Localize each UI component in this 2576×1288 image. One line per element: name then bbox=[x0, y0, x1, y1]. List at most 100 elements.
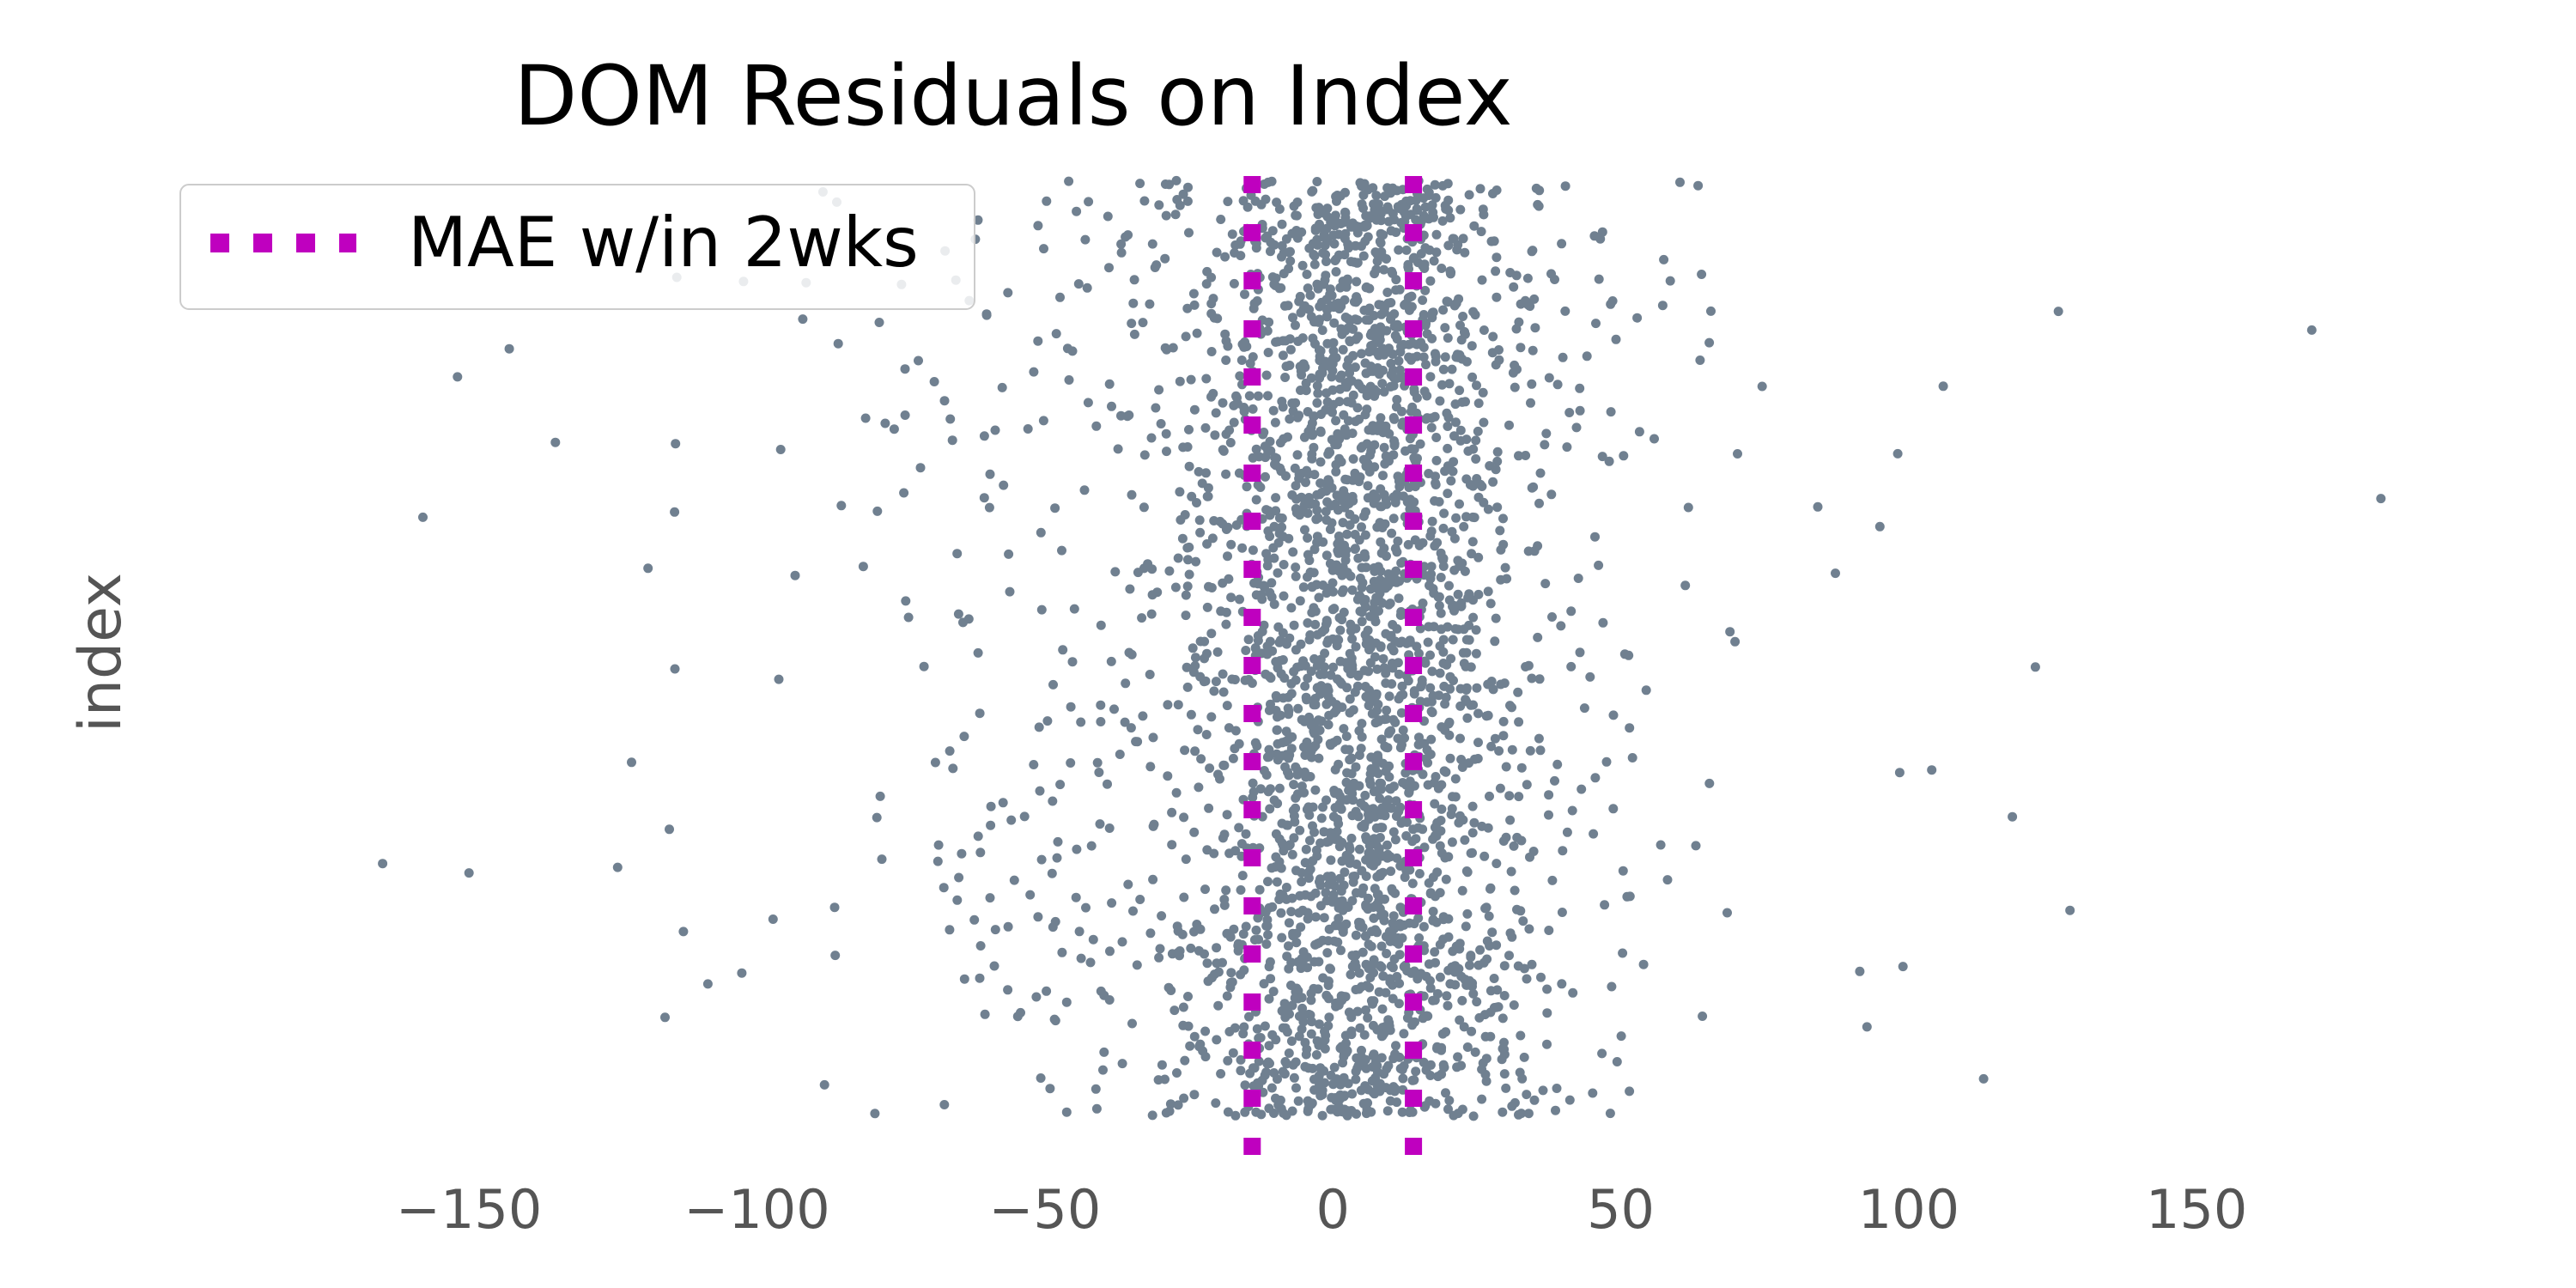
data-point bbox=[1104, 379, 1115, 389]
data-point bbox=[999, 480, 1009, 490]
data-point bbox=[1184, 228, 1194, 238]
data-point bbox=[1301, 844, 1311, 854]
data-point bbox=[1358, 441, 1368, 452]
data-point bbox=[1206, 299, 1217, 309]
data-point bbox=[1376, 778, 1387, 788]
data-point bbox=[1461, 685, 1472, 695]
data-point bbox=[1309, 442, 1319, 453]
data-point bbox=[1167, 807, 1177, 817]
data-point bbox=[1236, 969, 1246, 980]
data-point bbox=[1278, 1066, 1288, 1077]
data-point bbox=[1485, 598, 1496, 609]
data-point bbox=[1304, 712, 1314, 722]
data-point bbox=[1459, 521, 1469, 532]
data-point bbox=[1348, 795, 1358, 805]
data-point bbox=[1378, 653, 1388, 664]
data-point bbox=[1280, 1057, 1291, 1066]
data-point bbox=[1461, 397, 1470, 407]
data-point bbox=[1038, 416, 1048, 426]
data-point bbox=[1330, 803, 1340, 813]
data-point bbox=[1074, 927, 1084, 937]
data-point bbox=[1492, 940, 1502, 951]
data-point bbox=[1410, 482, 1420, 492]
data-point bbox=[1514, 717, 1524, 727]
data-point bbox=[1269, 1109, 1279, 1118]
data-point bbox=[1321, 311, 1332, 321]
data-point bbox=[1259, 428, 1269, 437]
data-point bbox=[1306, 422, 1316, 433]
data-point bbox=[1427, 333, 1437, 343]
data-point bbox=[1492, 859, 1502, 869]
data-point bbox=[1492, 252, 1502, 263]
data-point bbox=[1270, 417, 1280, 428]
data-point bbox=[1473, 708, 1483, 719]
data-point bbox=[1479, 325, 1489, 335]
data-point bbox=[2306, 325, 2317, 335]
data-point bbox=[1381, 766, 1391, 776]
data-point bbox=[1310, 888, 1321, 898]
data-point bbox=[1505, 268, 1516, 277]
data-point bbox=[643, 563, 653, 574]
data-point bbox=[1233, 939, 1243, 949]
data-point bbox=[1243, 635, 1254, 645]
data-point bbox=[975, 973, 985, 983]
data-point bbox=[1328, 662, 1339, 672]
data-point bbox=[1256, 590, 1267, 600]
data-point bbox=[1331, 267, 1341, 276]
data-point bbox=[1364, 1084, 1373, 1095]
data-point bbox=[1029, 760, 1039, 769]
data-point bbox=[678, 927, 689, 937]
data-point bbox=[1302, 270, 1312, 279]
data-point bbox=[1388, 993, 1398, 1004]
data-point bbox=[1300, 525, 1309, 535]
data-point bbox=[1227, 229, 1237, 240]
data-point bbox=[1240, 1080, 1250, 1091]
data-point bbox=[1348, 390, 1358, 400]
data-point bbox=[1189, 300, 1200, 310]
data-point bbox=[1449, 600, 1459, 611]
data-point bbox=[1330, 764, 1340, 775]
data-point bbox=[1224, 848, 1235, 859]
data-point bbox=[1269, 1068, 1279, 1078]
data-point bbox=[1213, 967, 1224, 977]
data-point bbox=[1401, 245, 1412, 255]
data-point bbox=[1235, 239, 1245, 249]
data-point bbox=[1427, 666, 1437, 677]
data-point bbox=[1474, 1012, 1485, 1023]
data-point bbox=[1417, 675, 1427, 685]
data-point bbox=[1371, 191, 1382, 201]
data-point bbox=[1203, 483, 1213, 493]
data-point bbox=[1383, 581, 1393, 591]
data-point bbox=[1225, 438, 1236, 447]
data-point bbox=[1516, 762, 1527, 773]
data-point bbox=[1055, 780, 1066, 790]
data-point bbox=[1477, 1064, 1487, 1074]
data-point bbox=[1392, 1097, 1402, 1108]
data-point bbox=[1462, 1042, 1473, 1052]
data-point bbox=[1430, 995, 1440, 1005]
data-point bbox=[1457, 995, 1467, 1005]
data-point bbox=[1200, 1052, 1211, 1062]
data-point bbox=[1445, 753, 1455, 763]
data-point bbox=[1003, 288, 1013, 298]
data-point bbox=[1473, 738, 1483, 748]
data-point bbox=[1575, 647, 1585, 658]
data-point bbox=[1266, 784, 1275, 794]
data-point bbox=[1325, 284, 1335, 295]
data-point bbox=[933, 856, 943, 866]
data-point bbox=[1409, 444, 1419, 454]
data-point bbox=[1161, 428, 1171, 439]
data-point bbox=[1333, 545, 1343, 556]
data-point bbox=[1318, 683, 1328, 693]
data-point bbox=[1382, 705, 1392, 715]
data-point bbox=[627, 757, 636, 768]
data-point bbox=[1303, 550, 1313, 560]
data-point bbox=[1076, 953, 1086, 963]
data-point bbox=[1477, 1094, 1487, 1104]
data-point bbox=[1468, 988, 1479, 999]
data-point bbox=[1403, 676, 1413, 686]
data-point bbox=[1234, 823, 1244, 833]
data-point bbox=[1267, 646, 1278, 656]
data-point bbox=[1414, 732, 1424, 743]
data-point bbox=[1346, 626, 1356, 636]
